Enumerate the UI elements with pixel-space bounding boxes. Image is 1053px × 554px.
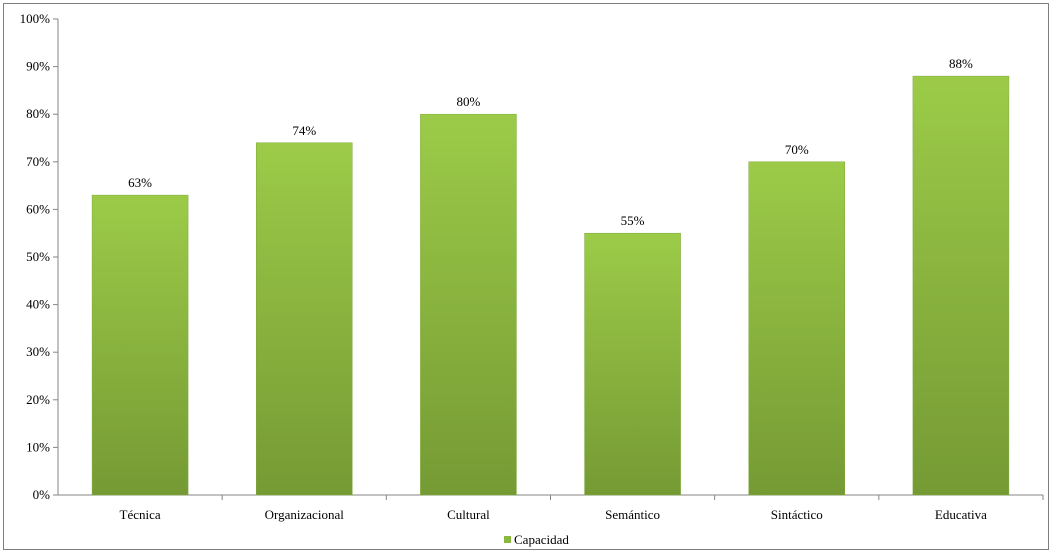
y-tick-label: 50% xyxy=(26,249,50,264)
y-tick-label: 40% xyxy=(26,297,50,312)
data-label: 63% xyxy=(128,175,152,190)
x-category-label: Cultural xyxy=(447,507,490,522)
x-category-label: Semántico xyxy=(605,507,660,522)
data-label: 55% xyxy=(621,213,645,228)
y-tick-label: 100% xyxy=(20,11,51,26)
value-labels: 63% 74% 80% 55% 70% 88% xyxy=(128,56,973,228)
legend: Capacidad xyxy=(504,532,569,547)
data-label: 74% xyxy=(292,123,316,138)
y-tick-label: 90% xyxy=(26,59,50,74)
y-tick-label: 0% xyxy=(33,487,51,502)
y-tick-label: 30% xyxy=(26,344,50,359)
x-category-label: Sintáctico xyxy=(771,507,823,522)
x-category-label: Técnica xyxy=(120,507,161,522)
y-axis-ticks: 0% 10% 20% 30% 40% 50% 60% 70% 80% 90% 100% xyxy=(20,11,1044,502)
y-tick-label: 20% xyxy=(26,392,50,407)
axes xyxy=(57,19,1043,496)
bar xyxy=(420,113,517,496)
y-tick-label: 80% xyxy=(26,106,50,121)
bar xyxy=(912,75,1010,496)
data-label: 80% xyxy=(456,94,480,109)
y-tick-label: 70% xyxy=(26,154,50,169)
x-category-label: Educativa xyxy=(935,507,987,522)
data-label: 88% xyxy=(949,56,973,71)
bar xyxy=(748,161,845,496)
legend-label: Capacidad xyxy=(514,532,569,547)
bar xyxy=(584,232,681,496)
x-category-label: Organizacional xyxy=(265,507,345,522)
legend-swatch xyxy=(504,536,511,543)
bar xyxy=(91,194,189,496)
data-label: 70% xyxy=(785,142,809,157)
category-labels: Técnica Organizacional Cultural Semántico Si… xyxy=(120,507,988,522)
y-tick-label: 60% xyxy=(26,201,50,216)
bars xyxy=(91,75,1010,496)
bar xyxy=(256,142,353,496)
y-tick-label: 10% xyxy=(26,439,50,454)
